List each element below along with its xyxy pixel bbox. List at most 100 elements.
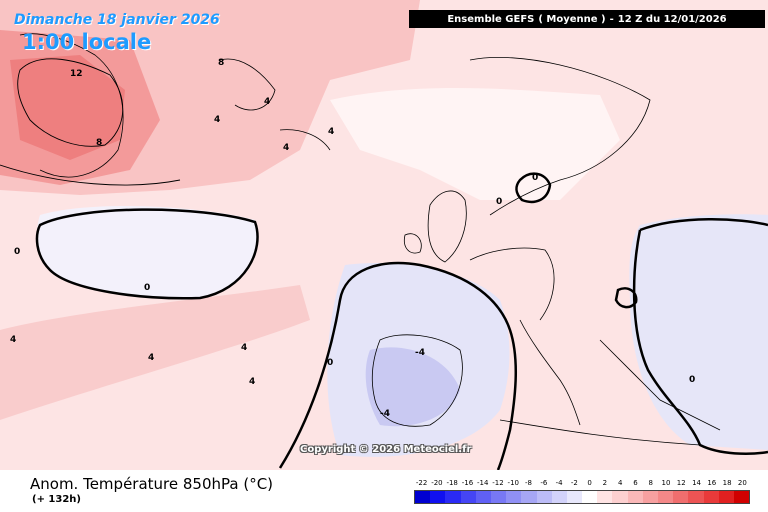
near-zero-north-sea (330, 88, 620, 200)
contour-label: 4 (241, 343, 247, 353)
color-scale-legend (414, 490, 750, 504)
model-name: Ensemble GEFS (447, 13, 535, 25)
contour-labels: 12 8 8 4 4 4 4 0 0 0 0 0 4 4 4 4 -4 -4 0 (10, 58, 695, 419)
coast-iberia (371, 334, 463, 427)
parameter-title: Anom. Température 850hPa (°C) (30, 475, 274, 493)
contour-label: 4 (249, 377, 255, 387)
legend-label: 18 (722, 479, 732, 487)
contour-label: 0 (496, 197, 502, 207)
legend-label: 4 (617, 479, 623, 487)
legend-swatch (733, 491, 750, 503)
legend-swatch (460, 491, 476, 503)
contour-label: 0 (14, 247, 20, 257)
legend-swatch (415, 491, 431, 503)
near-zero-atlantic (37, 205, 258, 299)
contour-label: 0 (144, 283, 150, 293)
coast-britain (427, 190, 467, 263)
legend-label: 16 (707, 479, 717, 487)
legend-label: -10 (507, 479, 519, 487)
legend-label: -6 (540, 479, 548, 487)
legend-label: -16 (461, 479, 474, 487)
model-run-banner: Ensemble GEFS ( Moyenne ) - 12 Z du 12/0… (409, 10, 765, 28)
cold-anomaly-iberia (365, 347, 460, 427)
legend-swatch (673, 491, 689, 503)
contour-label: -4 (415, 348, 425, 358)
legend-swatch (521, 491, 537, 503)
legend-swatch (718, 491, 734, 503)
coast-scandinavia (469, 57, 651, 216)
legend-label: 2 (602, 479, 608, 487)
legend-swatch (445, 491, 461, 503)
legend-label: 10 (661, 479, 671, 487)
model-run-time: 12 Z du 12/01/2026 (617, 13, 727, 25)
legend-label: -12 (492, 479, 504, 487)
legend-swatch (506, 491, 522, 503)
contour-label: 4 (10, 335, 16, 345)
legend-swatch (703, 491, 719, 503)
legend-label: 14 (692, 479, 701, 487)
zero-contour-balkan-small (614, 287, 638, 309)
anomaly-map: 12 8 8 4 4 4 4 0 0 0 0 0 4 4 4 4 -4 -4 0 (0, 0, 768, 471)
legend-label: -8 (525, 479, 533, 487)
contour-12 (17, 58, 124, 147)
legend-swatch (688, 491, 704, 503)
zero-contour-scandinavia (515, 172, 552, 204)
zero-contour-west-europe (278, 261, 517, 471)
contour-label: 0 (532, 173, 538, 183)
zero-contour-east-top (639, 218, 768, 232)
coast-north-africa (499, 419, 701, 446)
legend-swatch (582, 491, 598, 503)
contour-label: -4 (380, 409, 390, 419)
lead-time: (+ 132h) (32, 494, 81, 505)
legend-label: 8 (648, 479, 653, 487)
legend-swatch (536, 491, 552, 503)
map-area: 12 8 8 4 4 4 4 0 0 0 0 0 4 4 4 4 -4 -4 0… (0, 0, 768, 471)
cold-anomaly-east (629, 214, 768, 450)
zero-contours (35, 172, 768, 471)
zero-contour-atlantic (35, 208, 259, 300)
legend-swatch (658, 491, 674, 503)
legend-labels: -22 -20 -18 -16 -14 -12 -10 -8 -6 -4 -2 0 2 4 6 8 10 12 14… (414, 479, 750, 489)
legend-label: -18 (446, 479, 458, 487)
coast-greenland (19, 33, 124, 178)
thin-contours (0, 58, 181, 186)
legend-label: -2 (570, 479, 578, 487)
contour-8 (0, 164, 181, 186)
legend-label: 20 (737, 479, 747, 487)
legend-label: -22 (415, 479, 428, 487)
legend-swatch (566, 491, 583, 503)
contour-label: 4 (148, 353, 154, 363)
legend-swatch (551, 491, 567, 503)
contour-label: 0 (327, 358, 333, 368)
legend-label: -20 (431, 479, 443, 487)
coast-balkans (599, 339, 721, 431)
coast-iceland-area (219, 58, 276, 111)
coastlines (19, 33, 721, 446)
warm-anomaly-core (10, 55, 125, 160)
legend-label: -4 (555, 479, 563, 487)
legend-label: 0 (587, 479, 592, 487)
coast-central-europe (469, 247, 555, 321)
legend-swatch (627, 491, 643, 503)
legend-label: -14 (477, 479, 489, 487)
forecast-date: Dimanche 18 janvier 2026 (14, 12, 220, 28)
contour-label: 4 (328, 127, 334, 137)
contour-label: 0 (689, 375, 695, 385)
contour-label: 12 (70, 69, 83, 79)
zero-contour-east (632, 229, 768, 455)
legend-swatch (597, 491, 613, 503)
warm-band-atlantic (0, 285, 310, 420)
forecast-local-time: 1:00 locale (22, 30, 152, 54)
legend-swatch (475, 491, 491, 503)
coast-ireland (403, 233, 422, 254)
coast-iceland (279, 129, 331, 151)
contour-label: 4 (283, 143, 289, 153)
copyright-notice: Copyright © 2026 Meteociel.fr (300, 444, 472, 455)
contour-label: 8 (96, 138, 102, 148)
contour-label: 4 (214, 115, 220, 125)
legend-swatch (490, 491, 507, 503)
model-variant: ( Moyenne ) (538, 13, 606, 25)
legend-swatch (430, 491, 446, 503)
contour-label: 8 (218, 58, 224, 68)
coast-italy (519, 319, 581, 426)
